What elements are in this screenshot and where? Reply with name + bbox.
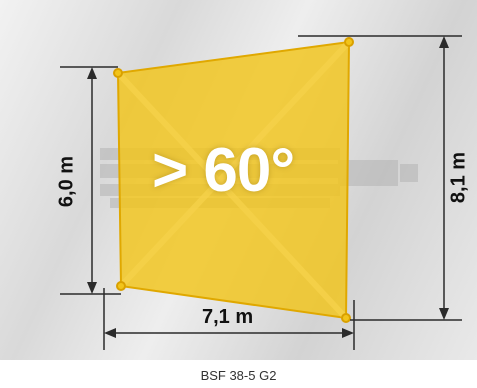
left-height-dimension bbox=[60, 66, 121, 295]
right-height-dimension bbox=[298, 35, 462, 321]
angle-label: > 60° bbox=[152, 136, 295, 205]
diagram-drawing bbox=[60, 35, 462, 350]
product-caption: BSF 38-5 G2 bbox=[200, 368, 277, 383]
bottom-width-dimension bbox=[103, 288, 355, 350]
sail-corner-points bbox=[113, 37, 354, 323]
diagram-panel: 6,0 m 8,1 m 7,1 m > 60° bbox=[0, 0, 477, 360]
left-height-label: 6,0 m bbox=[55, 155, 78, 208]
sail-diagonals bbox=[115, 39, 352, 321]
bottom-width-label: 7,1 m bbox=[202, 306, 254, 328]
right-height-label: 8,1 m bbox=[447, 151, 470, 204]
